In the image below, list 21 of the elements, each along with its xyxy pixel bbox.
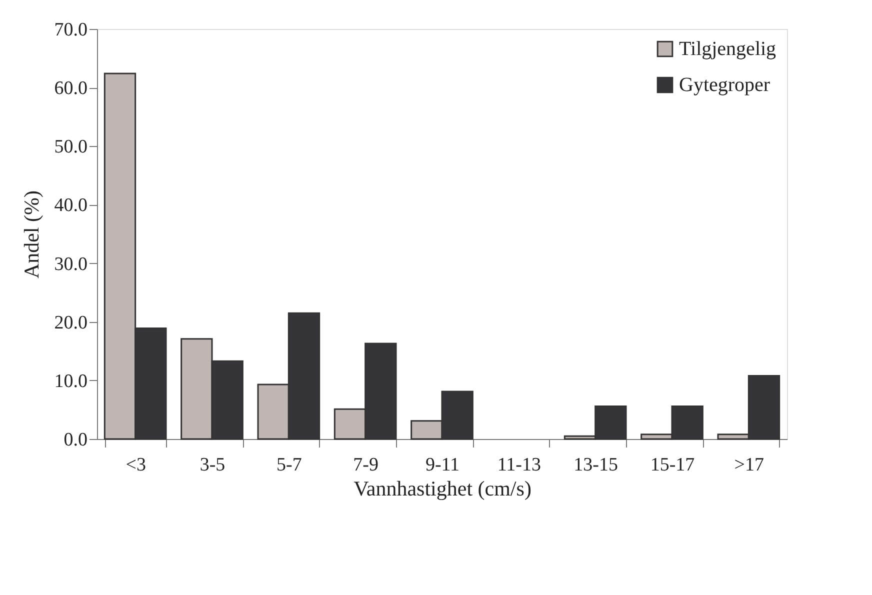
y-tick-label: 40.0 [54,195,88,216]
x-tick-label: 5-7 [276,454,302,476]
y-tick-label: 0.0 [64,430,88,450]
x-tick-label: 3-5 [200,454,226,476]
y-tick-label: 60.0 [54,78,88,100]
x-tick-label: >17 [734,454,764,476]
y-tick-label: 50.0 [54,136,88,158]
y-tick-label: 10.0 [54,370,88,392]
y-tick-label: 70.0 [54,20,88,40]
x-tick-label: 7-9 [353,454,378,476]
y-tick-label: 20.0 [54,312,88,334]
x-tick-label: 11-13 [497,454,541,476]
x-tick-label: 13-15 [574,454,618,476]
legend-label: Tilgjengelig [679,38,776,60]
x-tick-label: 15-17 [650,454,695,476]
legend-label: Gytegroper [679,74,770,96]
x-axis-title: Vannhastighet (cm/s) [354,476,532,500]
y-axis-title: Andel (%) [19,190,44,279]
x-tick-label: <3 [126,454,146,476]
x-tick-label: 9-11 [425,454,460,476]
y-tick-label: 30.0 [54,254,88,275]
